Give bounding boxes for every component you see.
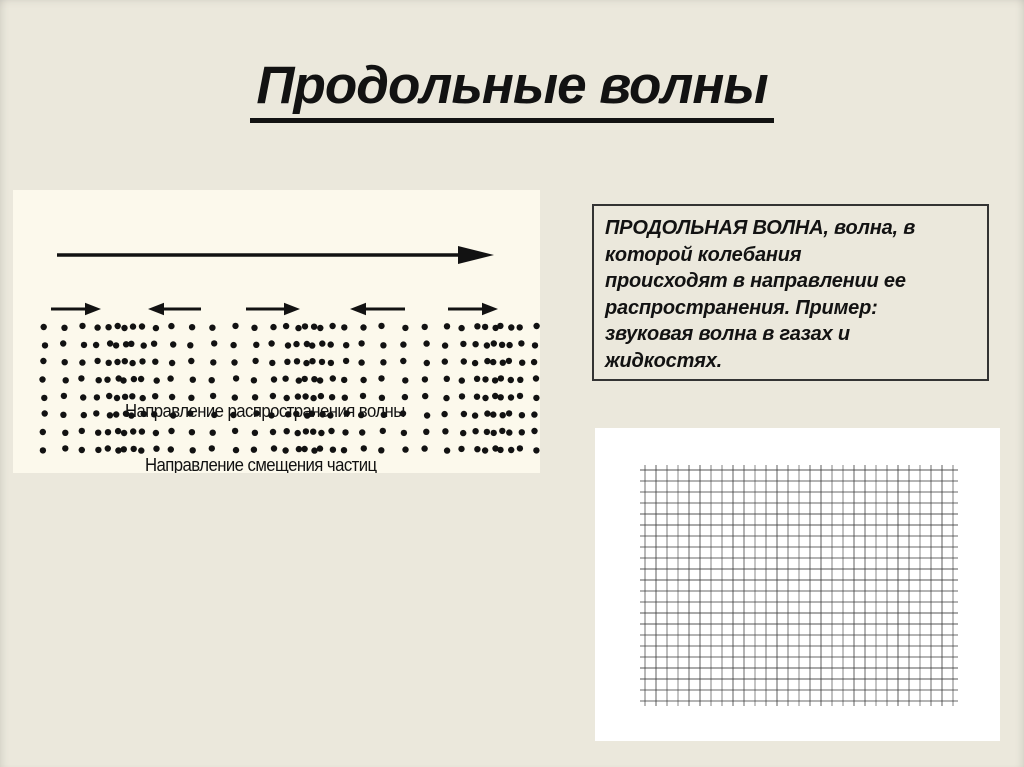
particle-arrow-left: [148, 302, 201, 316]
particle-arrow-left: [350, 302, 405, 316]
definition-line: жидкостях.: [605, 349, 723, 372]
displacement-direction-label: Направление смещения частиц: [145, 455, 377, 473]
particle-arrow-right: [51, 302, 101, 316]
definition-line: происходят в направлении ее: [605, 270, 906, 292]
longitudinal-wave-figure: [39, 246, 540, 454]
definition-line: ПРОДОЛЬНАЯ ВОЛНА, волна, в: [605, 217, 916, 239]
definition-box: ПРОДОЛЬНАЯ ВОЛНА, волна, в которой колеба…: [592, 204, 989, 381]
definition-line: которой колебания: [605, 243, 802, 266]
definition-line: распространения. Пример:: [605, 296, 878, 319]
propagation-arrow: [57, 246, 494, 264]
particle-dots: [39, 322, 540, 454]
grid-figure-panel: [595, 428, 1000, 741]
page-title: Продольные волны: [250, 56, 774, 123]
propagation-direction-label: Направление распространения волны: [125, 401, 405, 421]
definition-line: звуковая волна в газах и: [605, 323, 850, 345]
definition-text: ПРОДОЛЬНАЯ ВОЛНА, волна, в которой колеба…: [605, 215, 976, 374]
particle-arrow-right: [448, 302, 498, 316]
particle-arrow-right: [246, 302, 300, 316]
title-wrap: Продольные волны: [0, 56, 1024, 123]
grid-figure: [640, 465, 958, 706]
wave-diagram-panel: Направление распространения волны Направ…: [13, 190, 540, 473]
